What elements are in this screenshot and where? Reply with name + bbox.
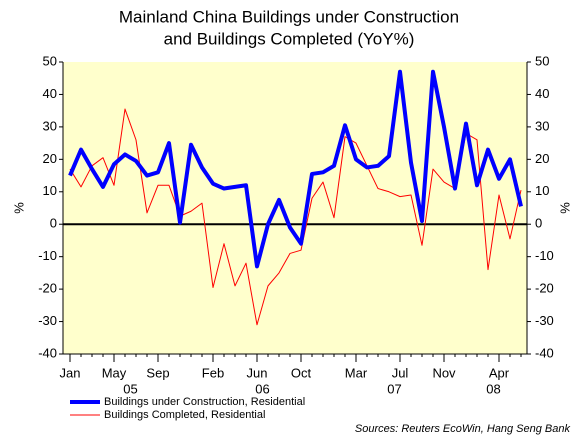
y2-axis-label: %	[557, 202, 572, 214]
legend-label: Buildings Completed, Residential	[104, 409, 265, 421]
series-line	[68, 69, 523, 269]
y-tick-label: 20	[43, 151, 57, 166]
x-tick-label: Apr	[489, 365, 510, 380]
y-tick-label: 30	[43, 118, 57, 133]
y-axis-label: %	[11, 202, 26, 214]
x-tick-label: Sep	[146, 365, 169, 380]
x-tick-label: Jul	[392, 365, 409, 380]
x-year-label: 08	[486, 381, 500, 396]
y2-tick-label: 0	[535, 216, 542, 231]
y-tick-label: 10	[43, 183, 57, 198]
series-line	[69, 108, 522, 326]
x-tick-label: Oct	[291, 365, 312, 380]
x-tick-label: May	[102, 365, 127, 380]
x-tick-label: Nov	[432, 365, 456, 380]
x-year-label: 06	[255, 381, 269, 396]
x-tick-label: Jun	[247, 365, 268, 380]
x-year-label: 07	[387, 381, 401, 396]
y2-tick-label: 10	[535, 183, 549, 198]
y2-tick-label: -10	[535, 248, 554, 263]
x-tick-label: Feb	[202, 365, 224, 380]
source-note: Sources: Reuters EcoWin, Hang Seng Bank	[355, 423, 571, 435]
x-tick-label: Jan	[60, 365, 81, 380]
plot-background	[63, 62, 527, 354]
y-tick-label: 0	[50, 216, 57, 231]
y2-tick-label: 40	[535, 86, 549, 101]
y2-tick-label: -20	[535, 281, 554, 296]
y-tick-label: -10	[38, 248, 57, 263]
x-tick-label: Mar	[345, 365, 368, 380]
y2-tick-label: -40	[535, 345, 554, 360]
y-tick-label: 40	[43, 86, 57, 101]
legend-label: Buildings under Construction, Residentia…	[104, 396, 305, 408]
y2-tick-label: 20	[535, 151, 549, 166]
chart-title: Mainland China Buildings under Construct…	[119, 7, 459, 26]
y2-tick-label: 50	[535, 53, 549, 68]
y-tick-label: 50	[43, 53, 57, 68]
chart-title: and Buildings Completed (YoY%)	[164, 29, 415, 48]
y-tick-label: -40	[38, 345, 57, 360]
y2-tick-label: 30	[535, 118, 549, 133]
x-year-label: 05	[123, 381, 137, 396]
y-tick-label: -30	[38, 313, 57, 328]
y2-tick-label: -30	[535, 313, 554, 328]
y-tick-label: -20	[38, 281, 57, 296]
